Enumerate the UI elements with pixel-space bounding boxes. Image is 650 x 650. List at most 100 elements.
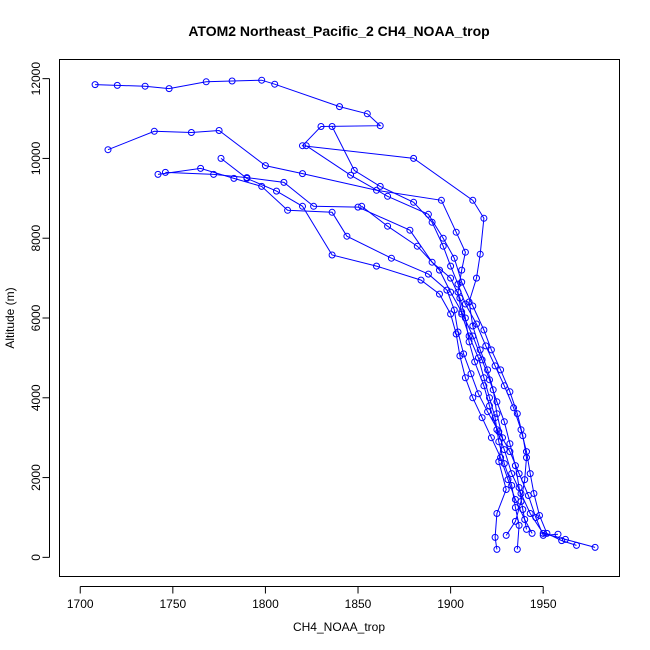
data-point (469, 302, 477, 310)
series-line (220, 158, 533, 534)
data-point (197, 164, 205, 172)
data-point (489, 386, 497, 394)
data-point (447, 274, 455, 282)
data-point (458, 278, 466, 286)
series-line (107, 129, 520, 550)
data-point (452, 330, 460, 338)
data-point (454, 328, 462, 336)
data-point (504, 476, 512, 484)
data-point (513, 545, 521, 553)
data-point (384, 192, 392, 200)
data-point (506, 440, 514, 448)
data-point (493, 398, 501, 406)
data-point (161, 168, 169, 176)
data-point (387, 254, 395, 262)
data-point (536, 512, 543, 519)
y-tick-label: 12000 (29, 62, 43, 96)
data-point (376, 182, 384, 190)
data-point (482, 342, 490, 350)
data-point (476, 346, 484, 354)
data-point (210, 170, 218, 178)
data-point (363, 110, 371, 118)
data-point (513, 410, 521, 418)
data-point (436, 290, 443, 298)
x-tick-label: 1950 (530, 597, 557, 611)
x-tick-label: 1800 (252, 597, 279, 611)
y-axis-label: Altitude (m) (3, 287, 17, 348)
data-point (493, 545, 501, 553)
data-point (458, 266, 466, 274)
series-line (331, 126, 577, 546)
data-point (469, 332, 477, 340)
data-point (299, 202, 306, 210)
data-point (202, 78, 210, 86)
series-line (165, 171, 596, 548)
data-point (376, 122, 384, 130)
data-point (187, 129, 195, 136)
data-point (561, 535, 569, 543)
data-point (465, 338, 473, 346)
data-point (517, 426, 525, 434)
data-point (521, 476, 529, 484)
series-profile-8 (358, 202, 530, 533)
data-point (450, 306, 458, 314)
data-point (317, 123, 325, 130)
data-point (447, 288, 455, 296)
data-point (539, 529, 547, 537)
data-point (519, 506, 527, 513)
data-point (469, 394, 477, 402)
data-point (474, 390, 482, 398)
y-tick-label: 2000 (29, 464, 43, 491)
data-point (473, 320, 480, 328)
data-point (511, 504, 519, 511)
data-point (473, 274, 480, 282)
data-point (523, 525, 530, 533)
x-tick-label: 1850 (345, 597, 372, 611)
data-point (328, 208, 336, 216)
axes: 1700 1750 1800 1850 1900 1950 0 2000 4000 6000 800… (29, 62, 557, 611)
data-point (476, 250, 484, 258)
series-profile-4 (154, 164, 562, 539)
data-point (350, 166, 358, 174)
data-point (491, 533, 499, 541)
chart-title: ATOM2 Northeast_Pacific_2 CH4_NOAA_trop (188, 23, 489, 39)
data-point (506, 448, 514, 456)
data-point (500, 382, 508, 390)
data-point (458, 308, 466, 316)
data-point (467, 370, 475, 378)
data-point (471, 358, 479, 366)
data-point (486, 376, 493, 384)
data-point (554, 530, 562, 538)
data-point (439, 242, 447, 250)
data-point (487, 346, 495, 354)
data-point (480, 382, 488, 390)
data-point (410, 154, 418, 162)
data-point (428, 218, 436, 226)
data-point (113, 81, 121, 89)
x-tick-label: 1900 (437, 597, 464, 611)
data-point (436, 266, 443, 274)
data-point (373, 262, 380, 270)
data-point (299, 170, 306, 178)
data-point (508, 470, 516, 478)
data-point (493, 426, 501, 434)
data-point (480, 214, 488, 222)
data-point (460, 350, 468, 358)
data-point (484, 408, 492, 416)
data-point (417, 276, 425, 284)
data-point (424, 210, 432, 218)
data-point (336, 103, 343, 111)
data-point (302, 142, 310, 150)
data-point (510, 404, 518, 412)
data-point (515, 484, 523, 491)
data-point (450, 254, 458, 262)
data-point (461, 248, 469, 256)
data-point (347, 171, 355, 179)
data-point (532, 514, 540, 521)
data-point (358, 202, 366, 210)
data-point (487, 434, 495, 442)
data-point (228, 77, 236, 85)
data-point (502, 531, 510, 539)
data-point (484, 366, 492, 374)
